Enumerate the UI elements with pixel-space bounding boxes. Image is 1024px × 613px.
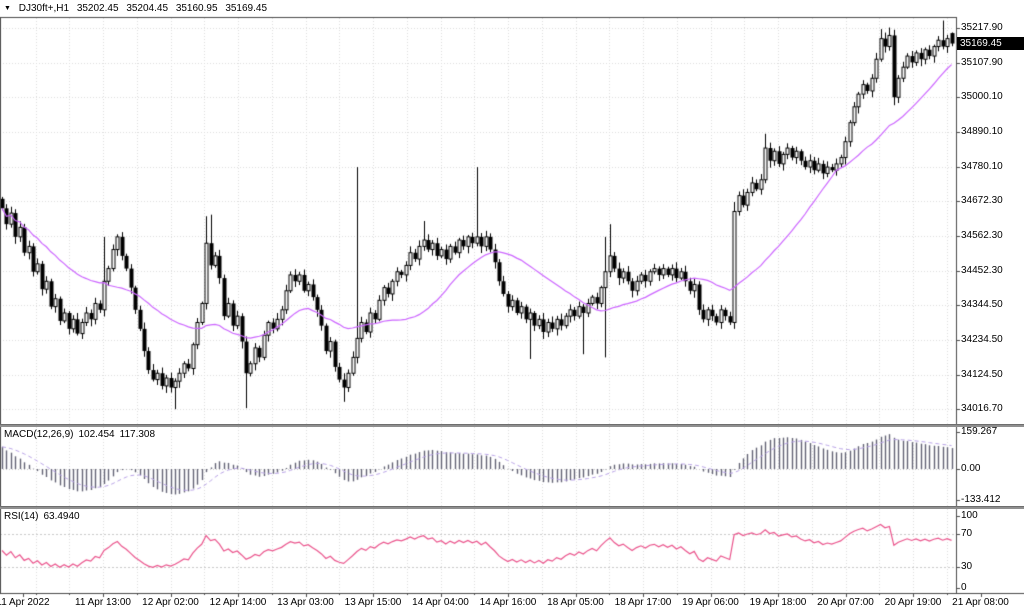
price-tick-label: 34672.30 — [961, 195, 1003, 207]
ohlc-open: 35202.45 — [76, 3, 119, 14]
rsi-tick-label: 0 — [961, 582, 967, 593]
price-tick-label: 34344.50 — [961, 299, 1003, 311]
macd-label: MACD(12,26,9) 102.454 117.308 — [4, 429, 156, 440]
panel-splitter-rsi[interactable] — [0, 506, 1024, 509]
time-axis-label: 11 Apr 13:00 — [75, 597, 131, 608]
rsi-tick-label: 70 — [961, 528, 973, 539]
time-axis-label: 18 Apr 05:00 — [547, 597, 604, 608]
time-axis-label: 20 Apr 07:00 — [817, 597, 874, 608]
price-tick-label: 35000.10 — [961, 91, 1003, 103]
price-tick-label: 34452.30 — [961, 265, 1003, 277]
price-tick-label: 34890.10 — [961, 126, 1003, 138]
time-axis-label: 14 Apr 04:00 — [412, 597, 469, 608]
time-axis-label: 14 Apr 16:00 — [479, 597, 537, 608]
price-tick-label: 35217.90 — [961, 22, 1003, 34]
macd-tick-label: 159.267 — [961, 426, 998, 437]
symbol-dropdown-icon: ▼ — [4, 5, 11, 12]
price-tick-label: 34562.30 — [961, 230, 1003, 242]
time-axis-label: 12 Apr 02:00 — [142, 597, 199, 608]
time-axis-label: 11 Apr 2022 — [0, 597, 50, 608]
panel-splitter-macd[interactable] — [0, 424, 1024, 427]
macd-tick-label: -133.412 — [961, 494, 1001, 505]
time-axis-label: 19 Apr 18:00 — [749, 597, 807, 608]
time-axis-label: 12 Apr 14:00 — [209, 597, 267, 608]
price-tick-label: 35107.90 — [961, 57, 1003, 69]
time-axis-label: 19 Apr 06:00 — [682, 597, 739, 608]
time-axis-label: 20 Apr 19:00 — [884, 597, 942, 608]
ohlc-close: 35169.45 — [225, 3, 268, 14]
price-tick-label: 34016.70 — [961, 403, 1003, 415]
ohlc-low: 35160.95 — [175, 3, 218, 14]
macd-tick-label: 0.00 — [961, 463, 981, 474]
time-axis-label: 21 Apr 08:00 — [952, 597, 1009, 608]
price-tick-label: 34234.50 — [961, 334, 1003, 346]
symbol-label: DJ30ft+,H1 — [18, 3, 70, 14]
rsi-label: RSI(14) 63.4940 — [4, 511, 80, 522]
time-axis-label: 13 Apr 15:00 — [344, 597, 402, 608]
price-tick-label: 34124.50 — [961, 368, 1003, 380]
current-price-badge: 35169.45 — [957, 36, 1024, 50]
rsi-tick-label: 30 — [961, 561, 973, 572]
chart-header: ▼ DJ30ft+,H1 35202.45 35204.45 35160.95 … — [4, 3, 272, 14]
ohlc-high: 35204.45 — [126, 3, 169, 14]
price-tick-label: 34780.10 — [961, 161, 1003, 173]
time-axis-label: 13 Apr 03:00 — [277, 597, 334, 608]
rsi-tick-label: 100 — [961, 510, 978, 521]
time-axis-label: 18 Apr 17:00 — [614, 597, 672, 608]
